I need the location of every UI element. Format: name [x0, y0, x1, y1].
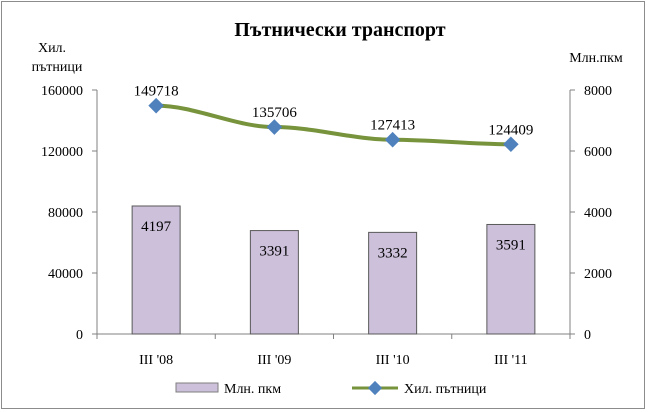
line-point	[384, 131, 401, 148]
left-tick-label: 120000	[41, 145, 83, 160]
right-tick-label: 2000	[584, 267, 612, 282]
x-tick-label: III '10	[376, 353, 410, 368]
labels-layer: 4197 3391 3332 3591 149718 135706 127413 124409	[134, 84, 534, 262]
bar-data-label: 4197	[141, 219, 172, 235]
legend-swatch-marker	[367, 380, 383, 396]
legend-label-bar: Млн. пкм	[224, 382, 281, 397]
right-tick-label: 6000	[584, 145, 612, 160]
bar	[486, 223, 536, 335]
left-tick-label: 160000	[41, 84, 83, 99]
bar	[368, 231, 418, 335]
legend: Млн. пкм Хил. пътници	[175, 380, 487, 397]
legend-swatch-bar	[175, 382, 219, 393]
right-axis-title: Млн.пкм	[569, 51, 623, 66]
line-layer	[148, 97, 519, 153]
left-axis-title-line2: пътници	[32, 60, 83, 75]
line-point	[148, 97, 164, 114]
chart-title: Пътнически транспорт	[234, 19, 445, 41]
x-tick-label: III '08	[139, 353, 173, 368]
x-tick-label: III '11	[494, 353, 528, 368]
line-point	[503, 136, 519, 153]
bars-layer	[131, 205, 536, 335]
right-tick-label: 0	[584, 328, 591, 343]
bar-data-label: 3332	[378, 245, 408, 261]
bar-data-label: 3591	[496, 237, 526, 253]
line-data-label: 149718	[134, 84, 179, 100]
line-data-label: 124409	[488, 122, 533, 138]
left-tick-label: 40000	[48, 267, 83, 282]
left-axis-title-line1: Хил.	[38, 41, 66, 56]
left-tick-label: 0	[76, 328, 83, 343]
right-tick-label: 8000	[584, 84, 612, 99]
line-data-label: 127413	[370, 118, 415, 134]
line-data-label: 135706	[252, 105, 298, 121]
bar	[249, 230, 299, 335]
legend-label-line: Хил. пътници	[404, 382, 487, 397]
right-tick-label: 4000	[584, 206, 612, 221]
bar-data-label: 3391	[259, 244, 289, 260]
line-series-path	[156, 103, 511, 147]
x-tick-label: III '09	[257, 353, 291, 368]
line-point	[266, 119, 283, 135]
bar	[131, 205, 181, 335]
left-tick-label: 80000	[48, 206, 83, 221]
